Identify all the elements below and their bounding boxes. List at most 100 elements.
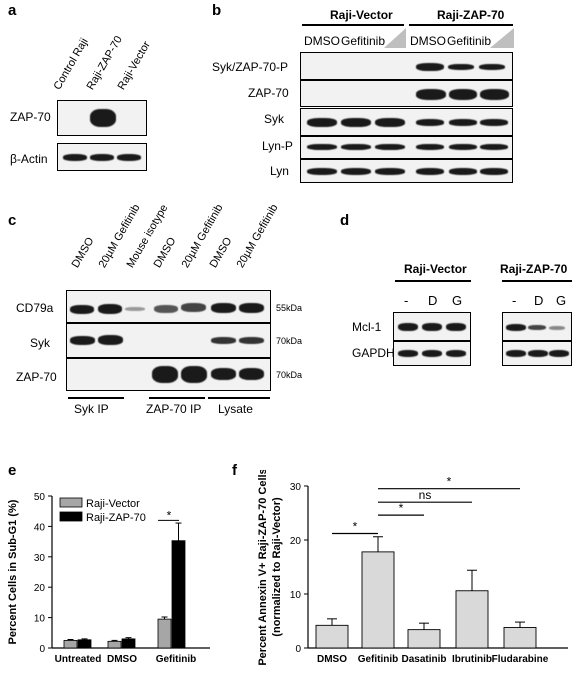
row-label: Mcl-1 (352, 320, 382, 334)
row-label: ZAP-70 (16, 370, 57, 384)
band (90, 109, 116, 127)
band (506, 324, 526, 331)
y-tick-label: 20 (34, 583, 46, 594)
group-line (395, 280, 471, 282)
blot-syk-zap70-p (300, 52, 513, 80)
band (211, 337, 236, 344)
band (416, 63, 444, 71)
blot-actin (57, 143, 147, 171)
blot-cd79a (66, 290, 271, 323)
row-label: Syk/ZAP-70-P (212, 60, 289, 74)
group-label: Lysate (218, 402, 253, 416)
bar (455, 590, 489, 649)
band (375, 144, 405, 150)
bar (503, 627, 537, 649)
panel-letter-c: c (8, 212, 17, 229)
x-tick-label: DMSO (107, 654, 137, 665)
bar (157, 618, 172, 649)
blot-zap70 (57, 100, 147, 136)
band (181, 303, 206, 312)
band (398, 350, 418, 357)
chart-f: 0 10 20 30 Percent Annexin V+ Raji-ZAP-70 Ce… (257, 470, 568, 666)
group-label: Raji-ZAP-70 (500, 262, 568, 276)
band (90, 154, 114, 161)
row-label: β-Actin (10, 152, 48, 166)
band (449, 119, 477, 126)
panel-letter-b: b (212, 2, 222, 19)
band (98, 304, 122, 314)
band (375, 118, 405, 127)
row-label: Syk (264, 112, 285, 126)
lane-label: G (452, 293, 463, 308)
blot-gapdh-zap70 (502, 341, 572, 366)
group-line (502, 280, 572, 282)
significance-mark: ns (419, 488, 432, 502)
y-tick-label: 40 (34, 522, 46, 533)
row-label: ZAP-70 (10, 110, 51, 124)
band (341, 144, 371, 150)
row-label: Lyn-P (262, 139, 293, 153)
lane-label: DMSO (207, 235, 235, 270)
significance-mark: * (399, 501, 404, 515)
panel-letter-e: e (8, 462, 17, 479)
band (480, 144, 508, 150)
blot-gapdh-vector (393, 341, 471, 366)
bar (171, 540, 186, 649)
legend-swatch (59, 497, 83, 508)
band (70, 305, 94, 314)
blot-syk-c (66, 323, 271, 358)
band (375, 168, 405, 175)
blot-zap70-b (300, 80, 513, 107)
band (63, 154, 87, 161)
lane-label: DMSO (69, 235, 97, 270)
chart-e: 0 10 20 30 40 50 Percent Cells in Sub-G1 (%) Un… (7, 492, 210, 665)
band (154, 305, 178, 313)
significance-mark: * (353, 520, 358, 534)
group-line (409, 24, 513, 26)
y-tick-label: 30 (290, 482, 302, 493)
group-label: Syk IP (74, 402, 109, 416)
band (211, 303, 236, 313)
bar (77, 639, 92, 649)
lane-label: Gefitinib (447, 34, 492, 48)
group-label: ZAP-70 IP (146, 402, 202, 416)
legend-label: Raji-Vector (86, 498, 140, 510)
band (98, 335, 123, 345)
group-label: Raji-Vector (330, 8, 393, 22)
group-line (302, 24, 404, 26)
y-axis-label: Percent Cells in Sub-G1 (%) (7, 499, 19, 644)
group-line (149, 397, 205, 399)
band (422, 350, 442, 357)
kda-marker: 55kDa (276, 303, 303, 313)
band (480, 119, 508, 126)
band (307, 118, 337, 127)
blot-mcl1-vector (393, 312, 471, 341)
row-label: ZAP-70 (248, 86, 289, 100)
band (416, 144, 444, 150)
row-label: Syk (30, 336, 51, 350)
x-tick-label: Untreated (55, 654, 102, 665)
x-tick-label: Fludarabine (492, 654, 549, 665)
band (448, 64, 474, 70)
band (307, 144, 337, 150)
band (449, 89, 477, 100)
y-axis-label: (normalized to Raji-Vector) (271, 497, 283, 637)
bar (407, 629, 441, 649)
lane-label: D (534, 293, 544, 308)
group-label: Raji-ZAP-70 (437, 8, 505, 22)
lane-label: Raji-Vector (115, 39, 153, 92)
row-label: Lyn (270, 164, 289, 178)
x-tick-label: Ibrutinib (452, 654, 492, 665)
lane-label: - (404, 293, 409, 308)
band (549, 350, 569, 357)
lane-label: D (428, 293, 438, 308)
band (341, 168, 371, 175)
significance-mark: * (447, 475, 452, 489)
bar (121, 638, 136, 649)
band (479, 64, 505, 70)
gradient-wedge (490, 28, 514, 48)
panel-letter-a: a (8, 2, 17, 19)
band (446, 323, 466, 331)
gradient-wedge (384, 28, 406, 48)
band (416, 89, 446, 100)
